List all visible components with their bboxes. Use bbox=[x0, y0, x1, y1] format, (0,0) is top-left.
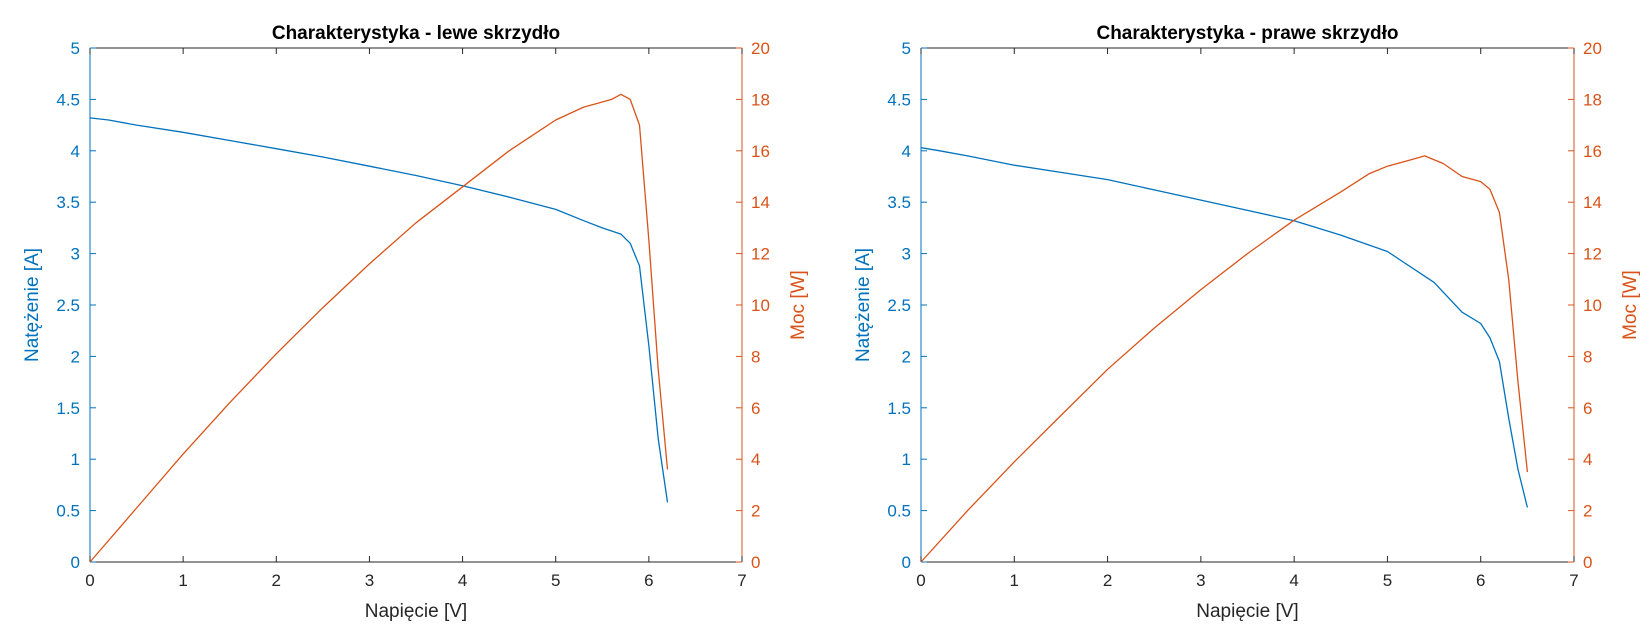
y-tick-label: 5 bbox=[71, 39, 80, 58]
x-tick-label: 0 bbox=[916, 571, 925, 590]
y2-tick-label: 20 bbox=[1583, 39, 1602, 58]
y-axis-label: Natężenie [A] bbox=[22, 248, 43, 362]
x-axis-label: Napięcie [V] bbox=[365, 601, 467, 622]
y2-tick-label: 0 bbox=[1583, 553, 1592, 572]
y-tick-label: 0.5 bbox=[56, 502, 80, 521]
y2-tick-label: 2 bbox=[1583, 502, 1592, 521]
chart-right-wing: 0 1 2 3 4 5 6 700.511.522.533.544.5502468101214… bbox=[853, 23, 1641, 622]
y-tick-label: 1.5 bbox=[887, 399, 911, 418]
power-series-line bbox=[920, 155, 1529, 563]
power-series-line bbox=[89, 93, 669, 563]
y2-tick-label: 18 bbox=[751, 90, 770, 109]
x-tick-label: 6 bbox=[1476, 571, 1485, 590]
y2-tick-label: 8 bbox=[1583, 347, 1592, 366]
y2-tick-label: 4 bbox=[1583, 450, 1592, 469]
x-tick-label: 2 bbox=[1103, 571, 1112, 590]
y-axis-label: Natężenie [A] bbox=[853, 248, 874, 362]
x-tick-label: 5 bbox=[1383, 571, 1392, 590]
y-tick-label: 2 bbox=[71, 347, 80, 366]
y-tick-label: 4.5 bbox=[887, 90, 911, 109]
y2-tick-label: 0 bbox=[751, 553, 760, 572]
x-tick-label: 3 bbox=[1196, 571, 1205, 590]
y-tick-label: 5 bbox=[902, 39, 911, 58]
y-tick-label: 3.5 bbox=[887, 193, 911, 212]
y2-tick-label: 10 bbox=[751, 296, 770, 315]
x-tick-label: 5 bbox=[551, 571, 560, 590]
y-tick-label: 3.5 bbox=[56, 193, 80, 212]
y-tick-label: 0 bbox=[71, 553, 80, 572]
x-tick-label: 1 bbox=[178, 571, 187, 590]
y-tick-label: 2.5 bbox=[887, 296, 911, 315]
y2-tick-label: 14 bbox=[1583, 193, 1602, 212]
y-tick-label: 4 bbox=[902, 142, 911, 161]
y2-tick-label: 8 bbox=[751, 347, 760, 366]
y-tick-label: 4.5 bbox=[56, 90, 80, 109]
chart-title: Charakterystyka - lewe skrzydło bbox=[272, 23, 560, 44]
y2-tick-label: 12 bbox=[1583, 245, 1602, 264]
x-tick-label: 4 bbox=[458, 571, 467, 590]
x-tick-label: 2 bbox=[272, 571, 281, 590]
y2-tick-label: 4 bbox=[751, 450, 760, 469]
y2-tick-label: 6 bbox=[1583, 399, 1592, 418]
y2-tick-label: 14 bbox=[751, 193, 770, 212]
y-tick-label: 2 bbox=[902, 347, 911, 366]
y-tick-label: 2.5 bbox=[56, 296, 80, 315]
x-tick-label: 4 bbox=[1289, 571, 1298, 590]
y-tick-label: 1 bbox=[71, 450, 80, 469]
y2-tick-label: 16 bbox=[751, 142, 770, 161]
y-tick-label: 4 bbox=[71, 142, 80, 161]
y2-tick-label: 6 bbox=[751, 399, 760, 418]
y-tick-label: 0.5 bbox=[887, 502, 911, 521]
current-series-line bbox=[920, 147, 1529, 508]
x-tick-label: 7 bbox=[737, 571, 746, 590]
y2-tick-label: 20 bbox=[751, 39, 770, 58]
y-tick-label: 0 bbox=[902, 553, 911, 572]
y2-tick-label: 18 bbox=[1583, 90, 1602, 109]
y2-tick-label: 10 bbox=[1583, 296, 1602, 315]
x-tick-label: 3 bbox=[365, 571, 374, 590]
chart-left-wing: 0 1 2 3 4 5 6 700.511.522.533.544.5502468101214… bbox=[22, 23, 809, 622]
x-tick-label: 1 bbox=[1010, 571, 1019, 590]
y-tick-label: 1 bbox=[902, 450, 911, 469]
current-series-line bbox=[89, 117, 669, 503]
y-tick-label: 3 bbox=[902, 245, 911, 264]
y2-tick-label: 2 bbox=[751, 502, 760, 521]
y-tick-label: 3 bbox=[71, 245, 80, 264]
y2-axis-label: Moc [W] bbox=[1620, 270, 1641, 340]
y2-axis-label: Moc [W] bbox=[788, 270, 809, 340]
chart-title: Charakterystyka - prawe skrzydło bbox=[1096, 23, 1398, 44]
x-tick-label: 6 bbox=[644, 571, 653, 590]
x-tick-label: 7 bbox=[1569, 571, 1578, 590]
y-tick-label: 1.5 bbox=[56, 399, 80, 418]
x-axis-label: Napięcie [V] bbox=[1196, 601, 1298, 622]
x-tick-label: 0 bbox=[85, 571, 94, 590]
y2-tick-label: 16 bbox=[1583, 142, 1602, 161]
y2-tick-label: 12 bbox=[751, 245, 770, 264]
